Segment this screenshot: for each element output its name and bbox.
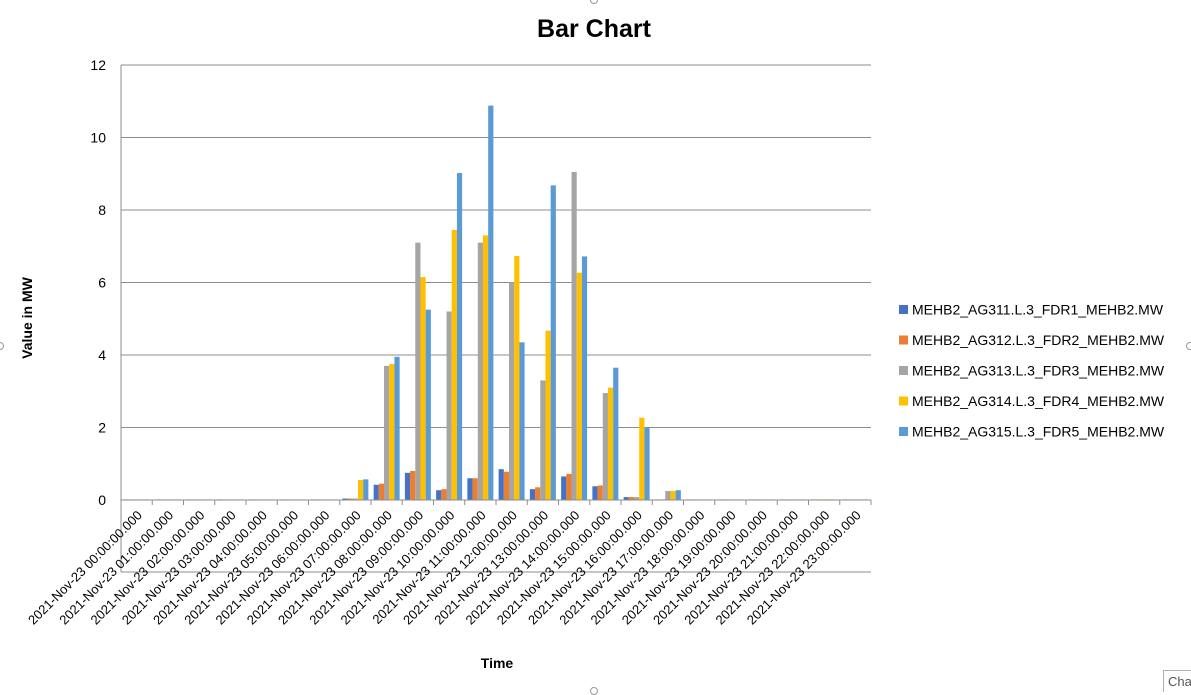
bar <box>503 471 510 501</box>
bar <box>571 171 577 500</box>
bar <box>592 486 598 501</box>
bar <box>566 473 572 500</box>
bar <box>394 356 400 500</box>
legend-label: MEHB2_AG315.L.3_FDR5_MEHB2.MW <box>912 424 1165 440</box>
legend-swatch <box>899 366 908 375</box>
bar <box>675 490 681 500</box>
y-tick-label: 6 <box>98 275 106 291</box>
bar <box>410 471 416 500</box>
x-axis-label: Time <box>481 655 514 671</box>
bar <box>576 272 582 500</box>
legend-label: MEHB2_AG314.L.3_FDR4_MEHB2.MW <box>912 393 1165 409</box>
bar <box>384 365 390 501</box>
bar <box>357 480 364 500</box>
bar <box>498 469 504 500</box>
y-tick-label: 10 <box>90 130 106 146</box>
bar <box>467 478 473 500</box>
bar <box>597 485 603 500</box>
bar <box>451 229 457 500</box>
bar <box>477 242 483 501</box>
bar <box>519 342 525 500</box>
legend: MEHB2_AG311.L.3_FDR1_MEHB2.MW MEHB2_AG312… <box>899 302 1165 440</box>
bar <box>415 242 421 501</box>
bar <box>347 498 353 500</box>
bar <box>529 489 536 501</box>
bar <box>472 478 478 500</box>
legend-swatch <box>899 427 908 436</box>
bar <box>436 490 442 500</box>
bar <box>535 487 541 500</box>
bar <box>352 498 358 500</box>
resize-handle-right[interactable] <box>1186 342 1191 350</box>
legend-label: MEHB2_AG311.L.3_FDR1_MEHB2.MW <box>912 302 1164 318</box>
bar <box>670 490 676 500</box>
bar <box>545 330 551 500</box>
bar <box>602 393 608 500</box>
bar <box>628 497 635 500</box>
bar <box>509 282 515 500</box>
legend-swatch <box>899 335 908 345</box>
bar <box>456 173 463 500</box>
bar <box>634 497 640 500</box>
bar <box>607 387 614 501</box>
y-tick-label: 2 <box>98 420 106 436</box>
y-tick-label: 4 <box>98 347 106 363</box>
bar <box>378 483 385 500</box>
bar <box>389 364 395 500</box>
legend-label: MEHB2_AG312.L.3_FDR2_MEHB2.MW <box>912 332 1165 348</box>
bar <box>425 309 431 500</box>
bar <box>639 417 645 500</box>
chart-title: Bar Chart <box>537 15 652 43</box>
y-tick-label: 12 <box>90 57 106 73</box>
bar <box>482 235 489 501</box>
y-axis-label: Value in MW <box>19 276 35 358</box>
bar <box>373 484 379 500</box>
bar <box>623 497 629 500</box>
bar <box>404 472 411 500</box>
chart-tab[interactable]: Cha <box>1163 670 1191 692</box>
y-axis-tick-labels: 0 2 4 6 8 10 12 <box>90 57 106 508</box>
bar <box>540 380 546 501</box>
y-tick-label: 0 <box>98 492 106 508</box>
gridlines <box>120 64 871 573</box>
bar <box>446 311 452 500</box>
x-axis <box>120 499 872 505</box>
bars <box>123 105 869 501</box>
bar <box>420 277 426 500</box>
legend-swatch <box>899 305 908 314</box>
bar <box>342 498 348 500</box>
bar <box>550 185 556 500</box>
bar <box>488 105 494 500</box>
legend-label: MEHB2_AG313.L.3_FDR3_MEHB2.MW <box>912 363 1165 379</box>
bar <box>514 256 520 500</box>
bar <box>644 427 650 500</box>
bar <box>613 367 619 500</box>
y-tick-label: 8 <box>98 202 106 218</box>
resize-handle-bottom[interactable] <box>590 687 598 695</box>
bar <box>363 479 369 500</box>
bar <box>665 490 671 500</box>
bar <box>441 489 447 501</box>
bar <box>561 476 567 500</box>
legend-swatch <box>899 396 908 406</box>
bar <box>581 256 588 500</box>
